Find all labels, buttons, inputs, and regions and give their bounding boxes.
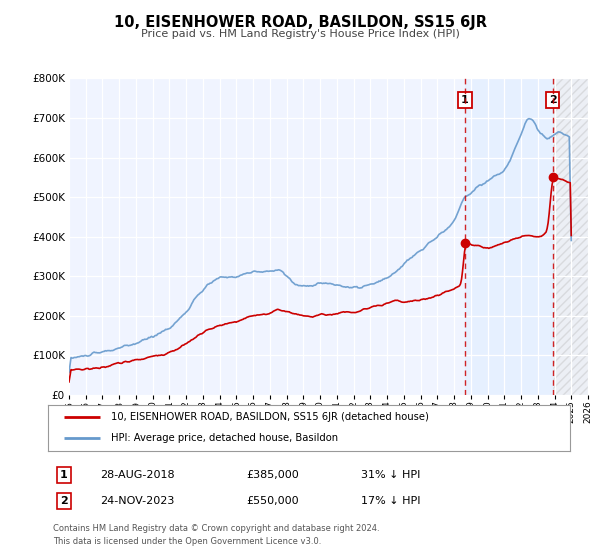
Text: Price paid vs. HM Land Registry's House Price Index (HPI): Price paid vs. HM Land Registry's House …	[140, 29, 460, 39]
Text: 1: 1	[60, 470, 68, 480]
Text: 24-NOV-2023: 24-NOV-2023	[100, 496, 175, 506]
Bar	[465, 78, 553, 395]
Text: £550,000: £550,000	[247, 496, 299, 506]
Text: This data is licensed under the Open Government Licence v3.0.: This data is licensed under the Open Gov…	[53, 537, 322, 546]
Text: 2: 2	[60, 496, 68, 506]
Text: HPI: Average price, detached house, Basildon: HPI: Average price, detached house, Basi…	[110, 433, 338, 444]
Text: Contains HM Land Registry data © Crown copyright and database right 2024.: Contains HM Land Registry data © Crown c…	[53, 524, 380, 533]
Bar	[553, 78, 588, 395]
Text: 17% ↓ HPI: 17% ↓ HPI	[361, 496, 421, 506]
Text: 31% ↓ HPI: 31% ↓ HPI	[361, 470, 421, 480]
Text: £385,000: £385,000	[247, 470, 299, 480]
Text: 28-AUG-2018: 28-AUG-2018	[100, 470, 175, 480]
Text: 10, EISENHOWER ROAD, BASILDON, SS15 6JR: 10, EISENHOWER ROAD, BASILDON, SS15 6JR	[113, 15, 487, 30]
Text: 2: 2	[549, 95, 557, 105]
Text: 1: 1	[461, 95, 469, 105]
Text: 10, EISENHOWER ROAD, BASILDON, SS15 6JR (detached house): 10, EISENHOWER ROAD, BASILDON, SS15 6JR …	[110, 412, 428, 422]
